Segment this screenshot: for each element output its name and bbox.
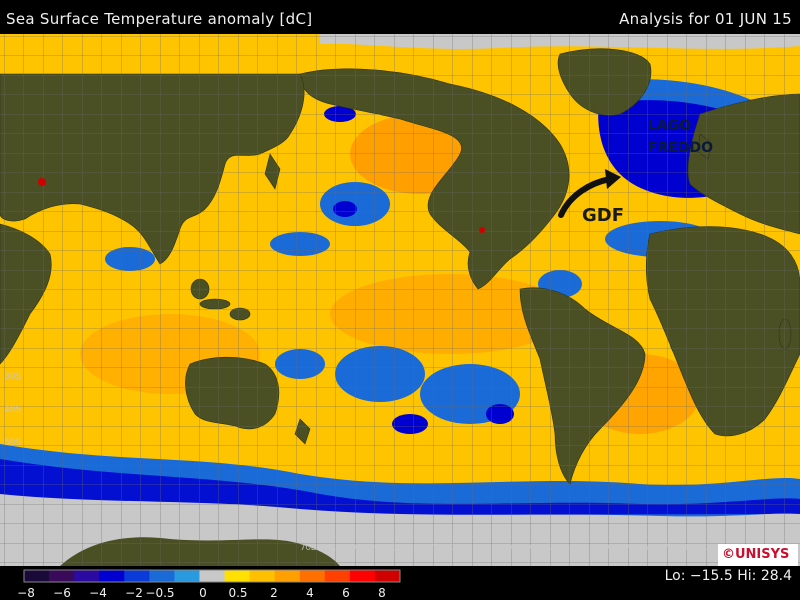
gdf-label: GDF	[582, 205, 625, 226]
legend-swatch	[124, 570, 150, 582]
lago-label-line2: FREDDO	[648, 140, 714, 156]
legend-tick-label: −8	[17, 586, 35, 600]
unisys-logo: ©UNISYS	[718, 544, 798, 566]
legend-swatch	[149, 570, 175, 582]
lago-label-line1: LAGO	[648, 118, 692, 134]
legend-tick-label: −4	[89, 586, 107, 600]
footer-bar: −8 −6 −4 −2 −0.5 0 0.5 2 4 6 8 ©UNISYS Lo: −15.5 H…	[0, 544, 800, 600]
legend-tick-label: −2	[125, 586, 143, 600]
legend-tick-label: 0	[199, 586, 207, 600]
analysis-date: Analysis for 01 JUN 15	[619, 10, 792, 28]
legend-tick-label: 4	[306, 586, 314, 600]
hi-value: 28.4	[760, 568, 792, 584]
legend-swatch	[74, 570, 100, 582]
legend-swatch	[324, 570, 351, 582]
legend-swatch	[374, 570, 401, 582]
legend-swatch	[199, 570, 226, 582]
legend-tick-label: 6	[342, 586, 350, 600]
legend-swatch	[274, 570, 301, 582]
legend-swatch	[249, 570, 276, 582]
gulf-stream-arrow-icon	[558, 169, 621, 218]
legend-swatch	[224, 570, 251, 582]
color-scale-legend: −8 −6 −4 −2 −0.5 0 0.5 2 4 6 8	[17, 569, 401, 600]
legend-swatch	[174, 570, 200, 582]
legend-tick-label: 0.5	[228, 586, 247, 600]
legend-swatch	[299, 570, 326, 582]
longitude-labels: 70E DL 170W 160W 150W 140W 130W 120W 110…	[300, 543, 740, 553]
sst-anomaly-map	[0, 34, 800, 566]
legend-tick-label: −0.5	[145, 586, 174, 600]
legend-swatch	[99, 570, 125, 582]
lago-freddo-label: LAGO FREDDO	[648, 115, 738, 159]
lo-hi-stats: Lo: −15.5 Hi: 28.4	[665, 568, 792, 584]
legend-border	[23, 569, 401, 583]
legend-swatch	[24, 570, 50, 582]
latitude-label-30s: 30S	[4, 372, 22, 382]
lo-label: Lo:	[664, 568, 686, 584]
legend-tick-label: 8	[378, 586, 386, 600]
latitude-label-40s: 40S	[4, 405, 22, 415]
legend-tick-label: −6	[53, 586, 71, 600]
map-title: Sea Surface Temperature anomaly [dC]	[6, 10, 313, 28]
lat-lon-grid	[0, 34, 800, 566]
hot-spot-baja	[479, 227, 485, 233]
legend-swatch	[49, 570, 75, 582]
hot-spot-caspian	[38, 178, 46, 186]
legend-swatch	[349, 570, 376, 582]
latitude-label-50s: 50S	[4, 438, 22, 448]
legend-tick-label: 2	[270, 586, 278, 600]
logo-text: ©UNISYS	[722, 547, 790, 562]
lo-value: −15.5	[689, 568, 733, 584]
header-bar: Sea Surface Temperature anomaly [dC] Ana…	[0, 0, 800, 34]
hi-label: Hi:	[737, 568, 757, 584]
